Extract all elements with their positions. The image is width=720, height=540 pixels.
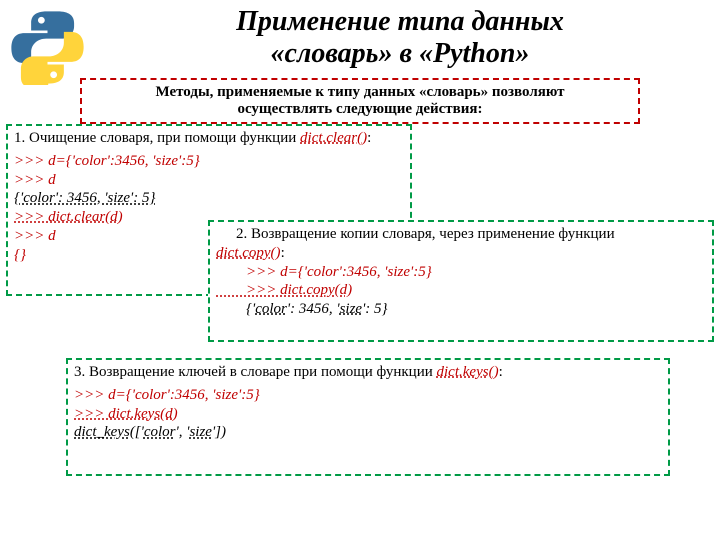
code-line: >>> d={'color':3456, 'size':5} bbox=[74, 386, 662, 405]
python-logo-icon bbox=[10, 10, 85, 85]
code-line: >>> d={'color':3456, 'size':5} bbox=[14, 152, 404, 171]
page-title: Применение типа данных «словарь» в «Pyth… bbox=[0, 0, 720, 74]
subtitle-line-2: осуществлять следующие действия: bbox=[237, 101, 482, 117]
section-3-lead: 3. Возвращение ключей в словаре при помо… bbox=[74, 364, 437, 380]
code-line: >>> dict.copy(d) bbox=[216, 282, 352, 298]
section-2: 2. Возвращение копии словаря, через прим… bbox=[208, 220, 714, 342]
title-line-1: Применение типа данных bbox=[236, 6, 564, 37]
section-2-tail: : bbox=[281, 245, 285, 261]
section-2-fn: dict.copy() bbox=[216, 245, 281, 261]
section-1-fn: dict.clear() bbox=[300, 130, 367, 146]
code-line: >>> d bbox=[14, 171, 404, 190]
section-3: 3. Возвращение ключей в словаре при помо… bbox=[66, 358, 670, 476]
subtitle-box: Методы, применяемые к типу данных «слова… bbox=[80, 78, 640, 124]
code-line: >>> d={'color':3456, 'size':5} bbox=[216, 263, 706, 282]
code-line: >>> dict.clear(d) bbox=[14, 209, 123, 225]
subtitle-line-1: Методы, применяемые к типу данных «слова… bbox=[156, 84, 565, 100]
title-line-2: «словарь» в «Python» bbox=[271, 38, 530, 69]
section-3-fn: dict.keys() bbox=[437, 364, 499, 380]
section-2-lead: 2. Возвращение копии словаря, через прим… bbox=[236, 226, 615, 242]
section-1-lead: 1. Очищение словаря, при помощи функции bbox=[14, 130, 300, 146]
code-line: {'color': 3456, 'size': 5} bbox=[14, 190, 155, 206]
section-1-tail: : bbox=[367, 130, 371, 146]
section-3-tail: : bbox=[499, 364, 503, 380]
code-line: >>> dict.keys(d) bbox=[74, 406, 178, 422]
